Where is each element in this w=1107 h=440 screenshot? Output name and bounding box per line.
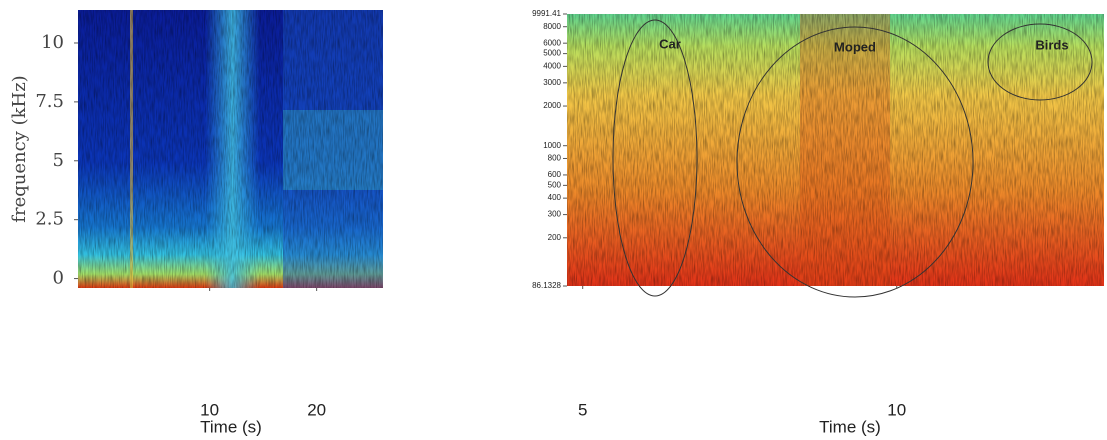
y-tick-label: 5000 — [543, 49, 561, 58]
y-tick-label: 6000 — [543, 38, 561, 47]
x-axis-label: Time (s) — [200, 417, 262, 436]
spectrogram-left — [78, 10, 383, 288]
y-tick-label: 9991.41 — [532, 9, 561, 18]
y-tick-label: 10 — [41, 32, 64, 53]
y-tick-label: 3000 — [543, 78, 561, 87]
y-tick-label: 86.1328 — [532, 281, 561, 290]
y-tick-label: 400 — [548, 193, 562, 202]
y-tick-label: 8000 — [543, 22, 561, 31]
annotation: Car — [659, 36, 681, 51]
y-tick-label: 200 — [548, 233, 562, 242]
y-tick-label: 300 — [548, 210, 562, 219]
y-tick-label: 7.5 — [35, 91, 64, 112]
y-axis-label: frequency (kHz) — [9, 75, 30, 222]
y-tick-label: 5 — [53, 150, 64, 171]
x-axis-label: Time (s) — [819, 417, 881, 436]
y-tick-label: 2000 — [543, 101, 561, 110]
y-tick-label: 2.5 — [35, 209, 64, 230]
x-tick-label: 5 — [578, 400, 587, 419]
y-tick-label: 800 — [548, 154, 562, 163]
y-tick-label: 4000 — [543, 61, 561, 70]
x-tick-label: 20 — [307, 400, 326, 419]
x-tick-label: 10 — [200, 400, 219, 419]
y-tick-label: 1000 — [543, 141, 561, 150]
y-tick-label: 0 — [53, 268, 64, 289]
spectrogram-right — [567, 14, 1104, 298]
annotation: Birds — [1035, 37, 1068, 52]
y-tick-label: 500 — [548, 180, 562, 189]
y-tick-label: 600 — [548, 170, 562, 179]
x-tick-label: 10 — [887, 400, 906, 419]
annotation: Moped — [834, 39, 876, 54]
